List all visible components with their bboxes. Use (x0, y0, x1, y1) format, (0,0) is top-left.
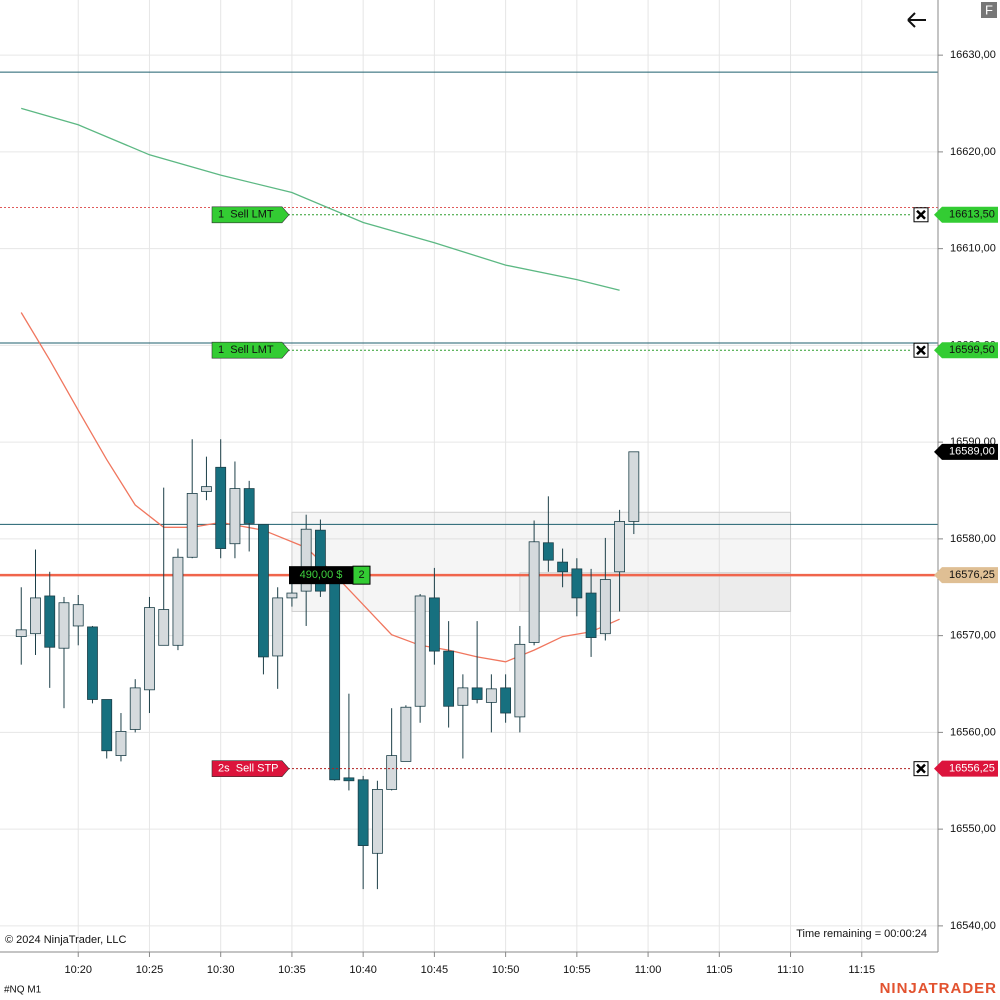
back-arrow[interactable] (907, 12, 926, 28)
x-tick-label: 11:05 (706, 964, 733, 976)
candle-body (428, 597, 440, 652)
position-pnl: 490,00 $ (300, 569, 343, 581)
x-tick-label: 10:55 (563, 964, 591, 976)
order-label: 1 Sell LMT (218, 344, 274, 356)
position-qty-box (352, 565, 371, 585)
candle-body (129, 687, 141, 730)
order-cancel-icon (916, 209, 926, 220)
candle-body (485, 688, 497, 703)
y-tick-label: 16610,00 (950, 243, 996, 255)
candle-body (172, 556, 184, 646)
candle-body (371, 789, 383, 854)
candle-body (542, 542, 554, 561)
candle-body (72, 604, 84, 627)
y-tick-label: 16550,00 (950, 823, 996, 835)
menu-icon: F (985, 2, 993, 17)
order-label: 2s Sell STP (218, 763, 279, 775)
x-tick-label: 10:25 (136, 964, 164, 976)
candle-body (158, 609, 170, 646)
x-tick-label: 10:35 (278, 964, 306, 976)
x-tick-label: 11:00 (635, 964, 662, 976)
order-tag (211, 206, 290, 224)
candle-body (258, 523, 269, 658)
position-price-tag (934, 567, 998, 584)
plot-area: 1 Sell LMT 1 Sell LMT 2s Sell STP 490,00 $ 2 (0, 0, 938, 952)
order-tag (211, 760, 290, 777)
candle-body (58, 602, 70, 649)
candle-body (500, 687, 512, 714)
order-price-tag-label: 16613,50 (949, 209, 995, 221)
candle-body (400, 706, 412, 762)
order-price-tag (934, 760, 998, 777)
candle-body (471, 687, 483, 700)
order-label: 1 Sell LMT (218, 209, 274, 221)
y-tick-label: 16540,00 (950, 920, 996, 932)
x-tick-label: 10:20 (64, 964, 92, 976)
order-cancel-icon (916, 763, 926, 774)
candle-body (414, 595, 426, 707)
candle-body (101, 699, 113, 752)
x-tick-label: 10:45 (421, 964, 449, 976)
candle-body (300, 528, 312, 592)
x-tick-label: 11:10 (777, 964, 804, 976)
candle-body (557, 561, 568, 573)
candle-body (201, 486, 212, 492)
order-price-tag (934, 206, 998, 223)
candle-body (272, 597, 284, 657)
y-tick-label: 16630,00 (950, 49, 996, 61)
candle-body (229, 488, 241, 545)
candle-body (528, 541, 540, 643)
candle-body (215, 466, 227, 549)
candle-body (386, 755, 398, 790)
order-tag (211, 341, 290, 359)
current-price-tag (934, 443, 998, 460)
order-price-tag-label: 16556,25 (949, 763, 995, 775)
candle-body (329, 573, 341, 781)
candle-body (87, 626, 98, 700)
instrument: #NQ M1 (4, 985, 42, 996)
candle-body (315, 529, 326, 592)
candle-body (15, 629, 27, 638)
x-tick-label: 11:15 (848, 964, 875, 976)
candle-body (343, 777, 355, 782)
candle-body (286, 592, 298, 599)
candle-body (457, 687, 469, 706)
x-tick-label: 10:30 (207, 964, 235, 976)
candle-body (571, 568, 583, 599)
brand: NINJATRADER (880, 980, 997, 997)
y-tick-label: 16570,00 (950, 630, 996, 642)
candle-body (614, 521, 625, 573)
candle-body (599, 579, 611, 635)
x-tick-label: 10:40 (349, 964, 377, 976)
current-price-tag-label: 16589,00 (949, 446, 995, 458)
order-price-tag (934, 342, 998, 359)
candle-body (514, 643, 526, 718)
candle-body (144, 607, 155, 691)
candle-body (443, 650, 455, 707)
candle-body (44, 595, 56, 648)
y-tick-label: 16580,00 (950, 533, 996, 545)
candle-body (628, 451, 640, 522)
order-cancel-icon (916, 345, 926, 356)
x-tick-label: 10:50 (492, 964, 520, 976)
position-qty: 2 (358, 569, 364, 581)
position-pnl-box (289, 566, 353, 585)
candle-body (115, 731, 127, 757)
order-price-tag-label: 16599,50 (949, 344, 995, 356)
y-tick-label: 16620,00 (950, 146, 996, 158)
y-tick-label: 16560,00 (950, 726, 996, 738)
position-price-tag-label: 16576,25 (949, 569, 995, 581)
candle-body (243, 488, 255, 524)
indicator-line (21, 107, 620, 291)
time-remaining: Time remaining = 00:00:24 (796, 928, 927, 940)
candle-body (186, 493, 198, 558)
copyright: © 2024 NinjaTrader, LLC (5, 934, 126, 946)
candle-body (585, 592, 597, 638)
candle-body (357, 779, 369, 846)
menu-button[interactable] (981, 2, 997, 18)
candle-body (30, 597, 41, 635)
zone (519, 572, 792, 612)
